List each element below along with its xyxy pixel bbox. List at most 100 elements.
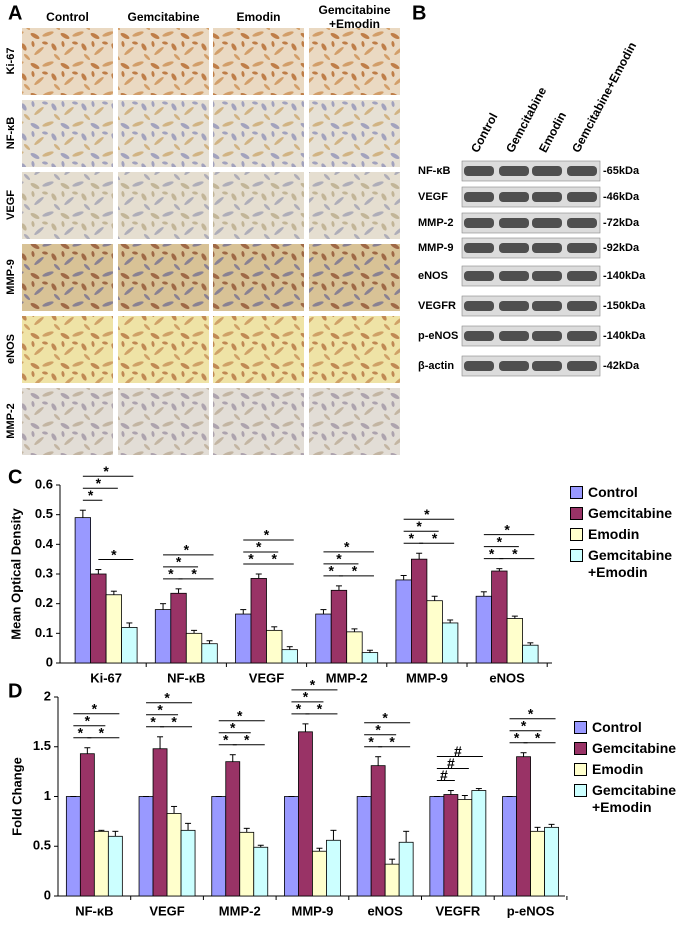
significance-label: * bbox=[111, 546, 117, 562]
y-tick-label: 1 bbox=[44, 788, 51, 803]
significance-label: * bbox=[497, 533, 503, 549]
blot-band bbox=[567, 361, 597, 371]
error-bar bbox=[98, 829, 105, 832]
significance-label: * bbox=[535, 729, 541, 745]
row-label: MMP-9 bbox=[5, 259, 17, 294]
y-tick-label: 1.5 bbox=[33, 738, 51, 753]
significance-label: * bbox=[504, 521, 510, 537]
column-header: Emodin bbox=[236, 10, 281, 24]
bar bbox=[281, 649, 298, 664]
x-tick-label: MMP-9 bbox=[292, 903, 334, 918]
micrograph bbox=[118, 388, 209, 455]
error-bar bbox=[475, 788, 482, 791]
error-bar bbox=[160, 603, 167, 610]
error-bar bbox=[351, 628, 358, 632]
row-label: Ki-67 bbox=[5, 48, 17, 75]
significance-label: * bbox=[336, 551, 342, 567]
error-bar bbox=[175, 588, 182, 594]
error-bar bbox=[447, 619, 454, 623]
significance-label: * bbox=[92, 700, 98, 716]
blot-band bbox=[567, 243, 597, 253]
legend-item: Gemcitabine +Emodin bbox=[570, 547, 681, 581]
error-bar bbox=[243, 827, 250, 833]
x-tick-label: NF-κB bbox=[75, 903, 113, 918]
legend-swatch bbox=[570, 549, 583, 562]
bar bbox=[398, 841, 414, 897]
protein-label: eNOS bbox=[418, 270, 448, 282]
error-bar bbox=[389, 858, 396, 865]
micrograph bbox=[118, 172, 209, 239]
micrograph bbox=[213, 172, 304, 239]
bar bbox=[471, 790, 487, 897]
blot-band bbox=[499, 331, 529, 341]
legend-swatch bbox=[570, 507, 583, 520]
blot-band bbox=[464, 192, 494, 202]
significance-label: * bbox=[409, 530, 415, 546]
significance-label: * bbox=[103, 463, 109, 479]
micrograph bbox=[309, 244, 400, 311]
column-header: Control bbox=[46, 10, 89, 24]
significance-label: # bbox=[440, 767, 448, 783]
error-bar bbox=[548, 823, 555, 828]
error-bar bbox=[330, 829, 337, 841]
blot-strip bbox=[461, 325, 601, 347]
y-tick-label: 0.3 bbox=[35, 565, 53, 580]
row-label: NF-κB bbox=[5, 117, 17, 149]
significance-label: * bbox=[191, 566, 197, 582]
bar bbox=[65, 796, 81, 897]
error-bar bbox=[302, 723, 309, 732]
bar bbox=[429, 796, 445, 897]
bar bbox=[506, 618, 524, 664]
size-label: -72kDa bbox=[603, 217, 640, 229]
bar bbox=[315, 613, 332, 664]
error-bar bbox=[157, 736, 164, 749]
legend-item: Emodin bbox=[570, 526, 681, 543]
micrograph bbox=[309, 172, 400, 239]
blot-band bbox=[532, 218, 562, 228]
y-tick-label: 0.5 bbox=[35, 506, 53, 521]
y-tick-label: 0 bbox=[46, 654, 53, 669]
significance-label: * bbox=[244, 731, 250, 747]
micrograph bbox=[213, 28, 304, 95]
panel-label: B bbox=[412, 2, 426, 24]
significance-label: * bbox=[184, 542, 190, 558]
blot-strip bbox=[461, 355, 601, 377]
significance-label: * bbox=[157, 702, 163, 718]
bar bbox=[185, 632, 203, 664]
legend-swatch bbox=[574, 742, 587, 755]
bar bbox=[74, 517, 91, 664]
micrograph bbox=[22, 316, 113, 383]
lane-label: Emodin bbox=[536, 109, 569, 154]
error-bar bbox=[79, 509, 86, 518]
micrograph bbox=[118, 316, 209, 383]
error-bar bbox=[534, 826, 541, 832]
error-bar bbox=[366, 649, 373, 653]
legend-label: Control bbox=[592, 719, 642, 735]
bar bbox=[121, 627, 138, 664]
error-bar bbox=[191, 629, 198, 634]
x-tick-label: NF-κB bbox=[167, 670, 205, 685]
x-tick-label: Ki-67 bbox=[90, 670, 122, 685]
micrograph bbox=[118, 244, 209, 311]
bar bbox=[330, 589, 348, 664]
y-tick-label: 2 bbox=[44, 688, 51, 703]
significance-label: * bbox=[310, 677, 316, 693]
bar bbox=[516, 756, 531, 897]
size-label: -65kDa bbox=[603, 165, 640, 177]
bar bbox=[90, 573, 107, 664]
bar bbox=[266, 629, 283, 664]
significance-label: # bbox=[447, 755, 455, 771]
error-bar bbox=[496, 568, 503, 572]
x-tick-label: MMP-2 bbox=[326, 670, 368, 685]
protein-label: β-actin bbox=[418, 360, 454, 372]
significance-label: * bbox=[176, 554, 182, 570]
micrograph bbox=[22, 244, 113, 311]
panel-label: C bbox=[8, 466, 22, 488]
blot-strip bbox=[461, 186, 601, 208]
legend-item: Gemcitabine bbox=[570, 505, 681, 522]
bar bbox=[253, 846, 269, 897]
significance-label: * bbox=[416, 518, 422, 534]
error-bar bbox=[271, 626, 278, 631]
